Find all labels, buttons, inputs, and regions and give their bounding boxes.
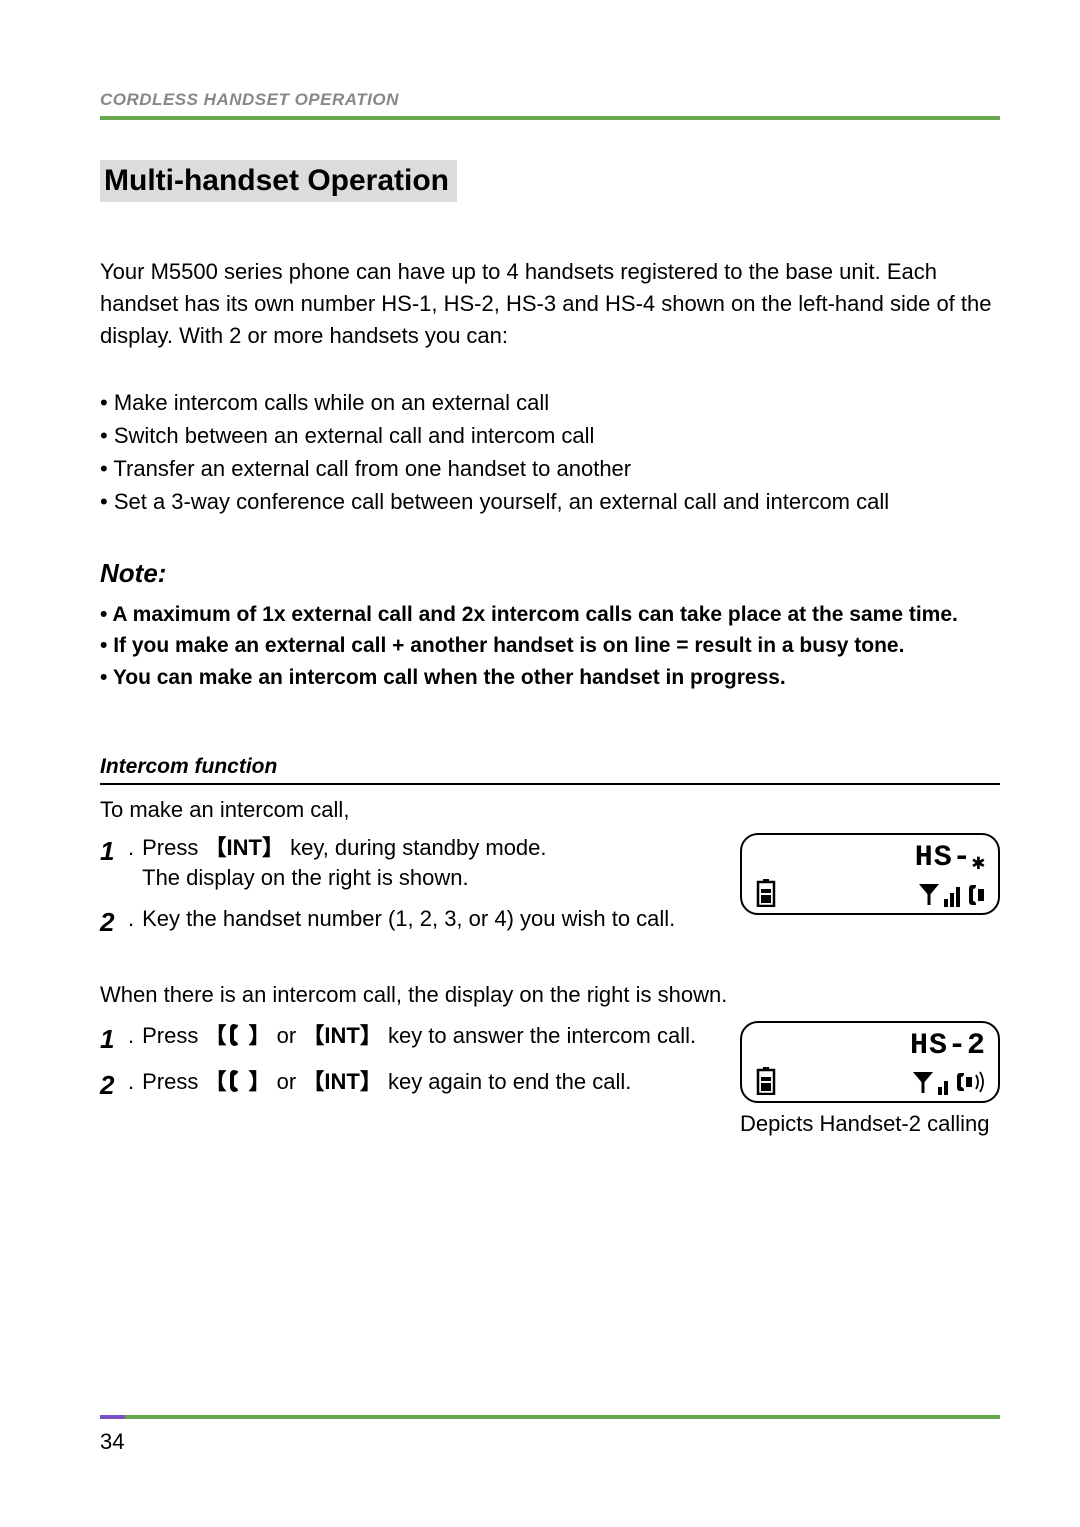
list-item: Set a 3-way conference call between your… [100,485,1000,518]
step-item: 2. Press 【】 or 【INT】 key again to end th… [100,1067,716,1103]
lcd-display-2-wrap: HS-2 [740,1021,1000,1137]
talk-key-icon [228,1023,248,1056]
antenna-icon [910,1069,936,1095]
step-text: Press 【】 or 【INT】 key again to end the c… [142,1067,716,1103]
title-highlight: Multi-handset Operation [100,160,457,202]
signal-bars-icon [938,1071,954,1095]
step-number: 1 [100,833,128,895]
list-item: Make intercom calls while on an external… [100,386,1000,419]
list-item: Transfer an external call from one hands… [100,452,1000,485]
list-item: Switch between an external call and inte… [100,419,1000,452]
signal-bars-icon [944,883,966,907]
capabilities-list: Make intercom calls while on an external… [100,386,1000,518]
footer: 34 [100,1415,1000,1455]
step-number: 2 [100,1067,128,1103]
step-item: 1. Press 【】 or 【INT】 key to answer the i… [100,1021,716,1057]
block-intercom-answer: 1. Press 【】 or 【INT】 key to answer the i… [100,1021,1000,1137]
lcd-caption: Depicts Handset-2 calling [740,1111,1000,1137]
step-text: Press 【INT】 key, during standby mode. Th… [142,833,716,895]
battery-icon [756,879,776,907]
header: CORDLESS HANDSET OPERATION [100,90,1000,120]
header-rule [100,116,1000,120]
page-number: 34 [100,1429,1000,1455]
antenna-icon [916,881,942,907]
note-heading: Note: [100,558,1000,589]
lcd-display-1: HS-✱ [740,833,1000,915]
handset-icon [968,883,986,907]
lcd-text: HS-✱ [915,841,986,875]
ringing-handset-icon [956,1069,986,1095]
lcd-text: HS-2 [910,1029,986,1063]
sub-heading: Intercom function [100,755,1000,779]
note-list: A maximum of 1x external call and 2x int… [100,599,1000,694]
manual-page: CORDLESS HANDSET OPERATION Multi-handset… [0,0,1080,1527]
header-section-label: CORDLESS HANDSET OPERATION [100,90,1000,110]
steps-b: 1. Press 【】 or 【INT】 key to answer the i… [100,1021,716,1104]
lead-text: To make an intercom call, [100,797,1000,823]
block-intercom-start: 1. Press 【INT】 key, during standby mode.… [100,833,1000,951]
list-item: A maximum of 1x external call and 2x int… [100,599,1000,631]
lcd-display-2: HS-2 [740,1021,1000,1103]
step-item: 2. Key the handset number (1, 2, 3, or 4… [100,904,716,940]
list-item: If you make an external call + another h… [100,630,1000,662]
step-text: Press 【】 or 【INT】 key to answer the inte… [142,1021,716,1057]
footer-rule [100,1415,1000,1419]
page-title: Multi-handset Operation [104,164,449,197]
steps-a: 1. Press 【INT】 key, during standby mode.… [100,833,716,941]
step-text: Key the handset number (1, 2, 3, or 4) y… [142,904,716,940]
battery-icon [756,1067,776,1095]
intro-paragraph: Your M5500 series phone can have up to 4… [100,256,1000,352]
talk-key-icon [228,1069,248,1102]
step-item: 1. Press 【INT】 key, during standby mode.… [100,833,716,895]
mid-text: When there is an intercom call, the disp… [100,979,1000,1011]
list-item: You can make an intercom call when the o… [100,662,1000,694]
step-number: 1 [100,1021,128,1057]
sub-heading-rule [100,783,1000,785]
step-number: 2 [100,904,128,940]
